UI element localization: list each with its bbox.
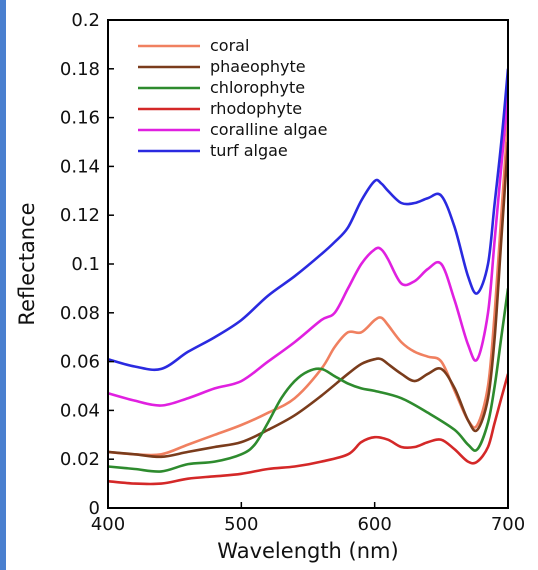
x-tick-label: 600 — [357, 514, 391, 535]
legend-label-rhodophyte: rhodophyte — [210, 99, 302, 118]
y-tick-label: 0.12 — [60, 205, 100, 226]
legend: coral phaeophyte chlorophyte rhodophyte cora… — [138, 36, 327, 160]
y-tick-label: 0.16 — [60, 108, 100, 129]
y-tick-label: 0.2 — [71, 10, 100, 31]
legend-label-coral: coral — [210, 36, 249, 55]
series-line-coral — [108, 117, 508, 457]
x-tick-label: 500 — [224, 514, 258, 535]
y-tick-label: 0.08 — [60, 303, 100, 324]
legend-label-chlorophyte: chlorophyte — [210, 78, 305, 97]
series-layer — [108, 68, 508, 486]
series-line-rhodophyte — [108, 373, 508, 486]
legend-label-turf-algae: turf algae — [210, 141, 288, 160]
y-tick-label: 0.18 — [60, 59, 100, 80]
y-tick-label: 0.1 — [71, 254, 100, 275]
y-tick-label: 0.06 — [60, 352, 100, 373]
legend-label-phaeophyte: phaeophyte — [210, 57, 306, 76]
series-line-coralline-algae — [108, 93, 508, 407]
y-tick-label: 0 — [89, 498, 100, 519]
y-tick-label: 0.02 — [60, 449, 100, 470]
x-tick-label: 700 — [491, 514, 525, 535]
series-line-chlorophyte — [108, 288, 508, 473]
y-tick-label: 0.14 — [60, 156, 100, 177]
legend-label-coralline-algae: coralline algae — [210, 120, 327, 139]
ticks-layer: 400 500 600 700 0 0.02 0.04 0.06 0.08 0.1 0.12 0.14… — [60, 10, 525, 535]
y-tick-label: 0.04 — [60, 400, 100, 421]
series-line-phaeophyte — [108, 141, 508, 459]
left-edge-bar — [0, 0, 6, 570]
x-tick-label: 400 — [91, 514, 125, 535]
x-axis-label: Wavelength (nm) — [217, 539, 398, 563]
series-line-turf-algae — [108, 68, 508, 372]
y-axis-label: Reflectance — [15, 202, 39, 325]
